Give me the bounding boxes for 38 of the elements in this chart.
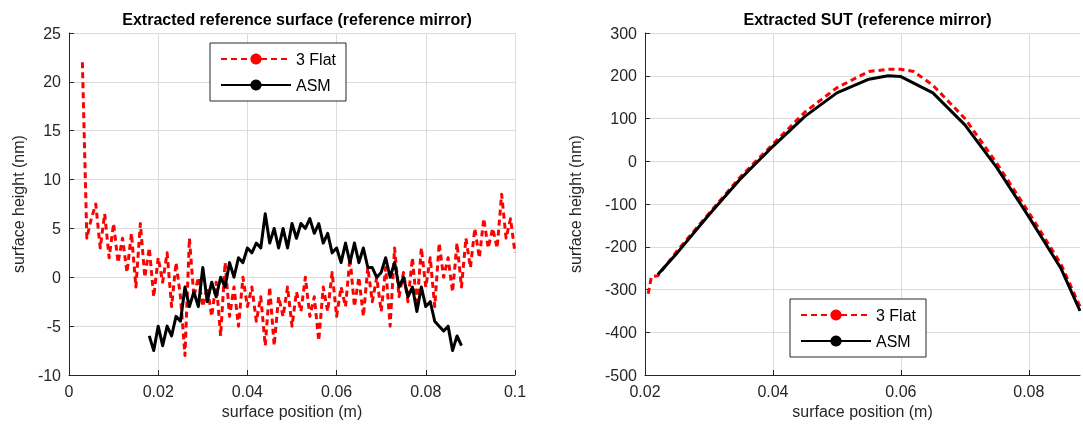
x-tick-label: 0.1 xyxy=(503,382,527,400)
y-tick-label: -400 xyxy=(604,323,638,341)
y-axis-title: surface height (nm) xyxy=(566,135,584,273)
y-tick-label: 25 xyxy=(43,24,62,42)
x-tick-label: 0.06 xyxy=(885,382,917,400)
y-tick-label: -10 xyxy=(37,366,62,384)
y-tick-label: 5 xyxy=(52,219,62,237)
y-tick-label: 100 xyxy=(610,110,638,127)
y-tick-label: 15 xyxy=(43,122,62,140)
y-tick-label: 0 xyxy=(52,268,62,286)
y-tick-label: 20 xyxy=(43,73,62,91)
chart-title: Extracted SUT (reference mirror) xyxy=(743,10,992,28)
y-tick-label: -200 xyxy=(604,238,638,256)
y-tick-label: -500 xyxy=(604,366,638,384)
x-tick-label: 0.08 xyxy=(410,382,442,400)
chart-title: Extracted reference surface (reference mirror) xyxy=(122,10,472,28)
y-tick-label: 0 xyxy=(628,152,638,170)
x-tick-label: 0.04 xyxy=(231,382,264,400)
y-tick-label: -5 xyxy=(46,317,62,335)
x-tick-label: 0.02 xyxy=(629,382,661,400)
legend-label: ASM xyxy=(296,76,331,94)
legend-label: 3 Flat xyxy=(876,306,917,324)
x-tick-label: 0.08 xyxy=(1013,382,1045,400)
y-tick-label: 300 xyxy=(610,24,638,42)
y-tick-label: 200 xyxy=(610,67,638,85)
y-tick-label: -100 xyxy=(604,195,638,213)
y-axis-title: surface height (nm) xyxy=(10,135,28,273)
legend-label: ASM xyxy=(876,332,911,350)
x-tick-label: 0.04 xyxy=(757,382,789,400)
x-tick-label: 0.02 xyxy=(142,382,174,400)
y-tick-label: 10 xyxy=(43,171,62,189)
legend-label: 3 Flat xyxy=(296,50,337,68)
x-tick-label: 0 xyxy=(64,382,74,400)
x-tick-label: 0.06 xyxy=(321,382,353,400)
line-series xyxy=(147,212,463,353)
y-tick-label: -300 xyxy=(604,281,638,298)
x-axis-title: surface position (m) xyxy=(221,403,363,421)
x-axis-title: surface position (m) xyxy=(792,403,933,421)
